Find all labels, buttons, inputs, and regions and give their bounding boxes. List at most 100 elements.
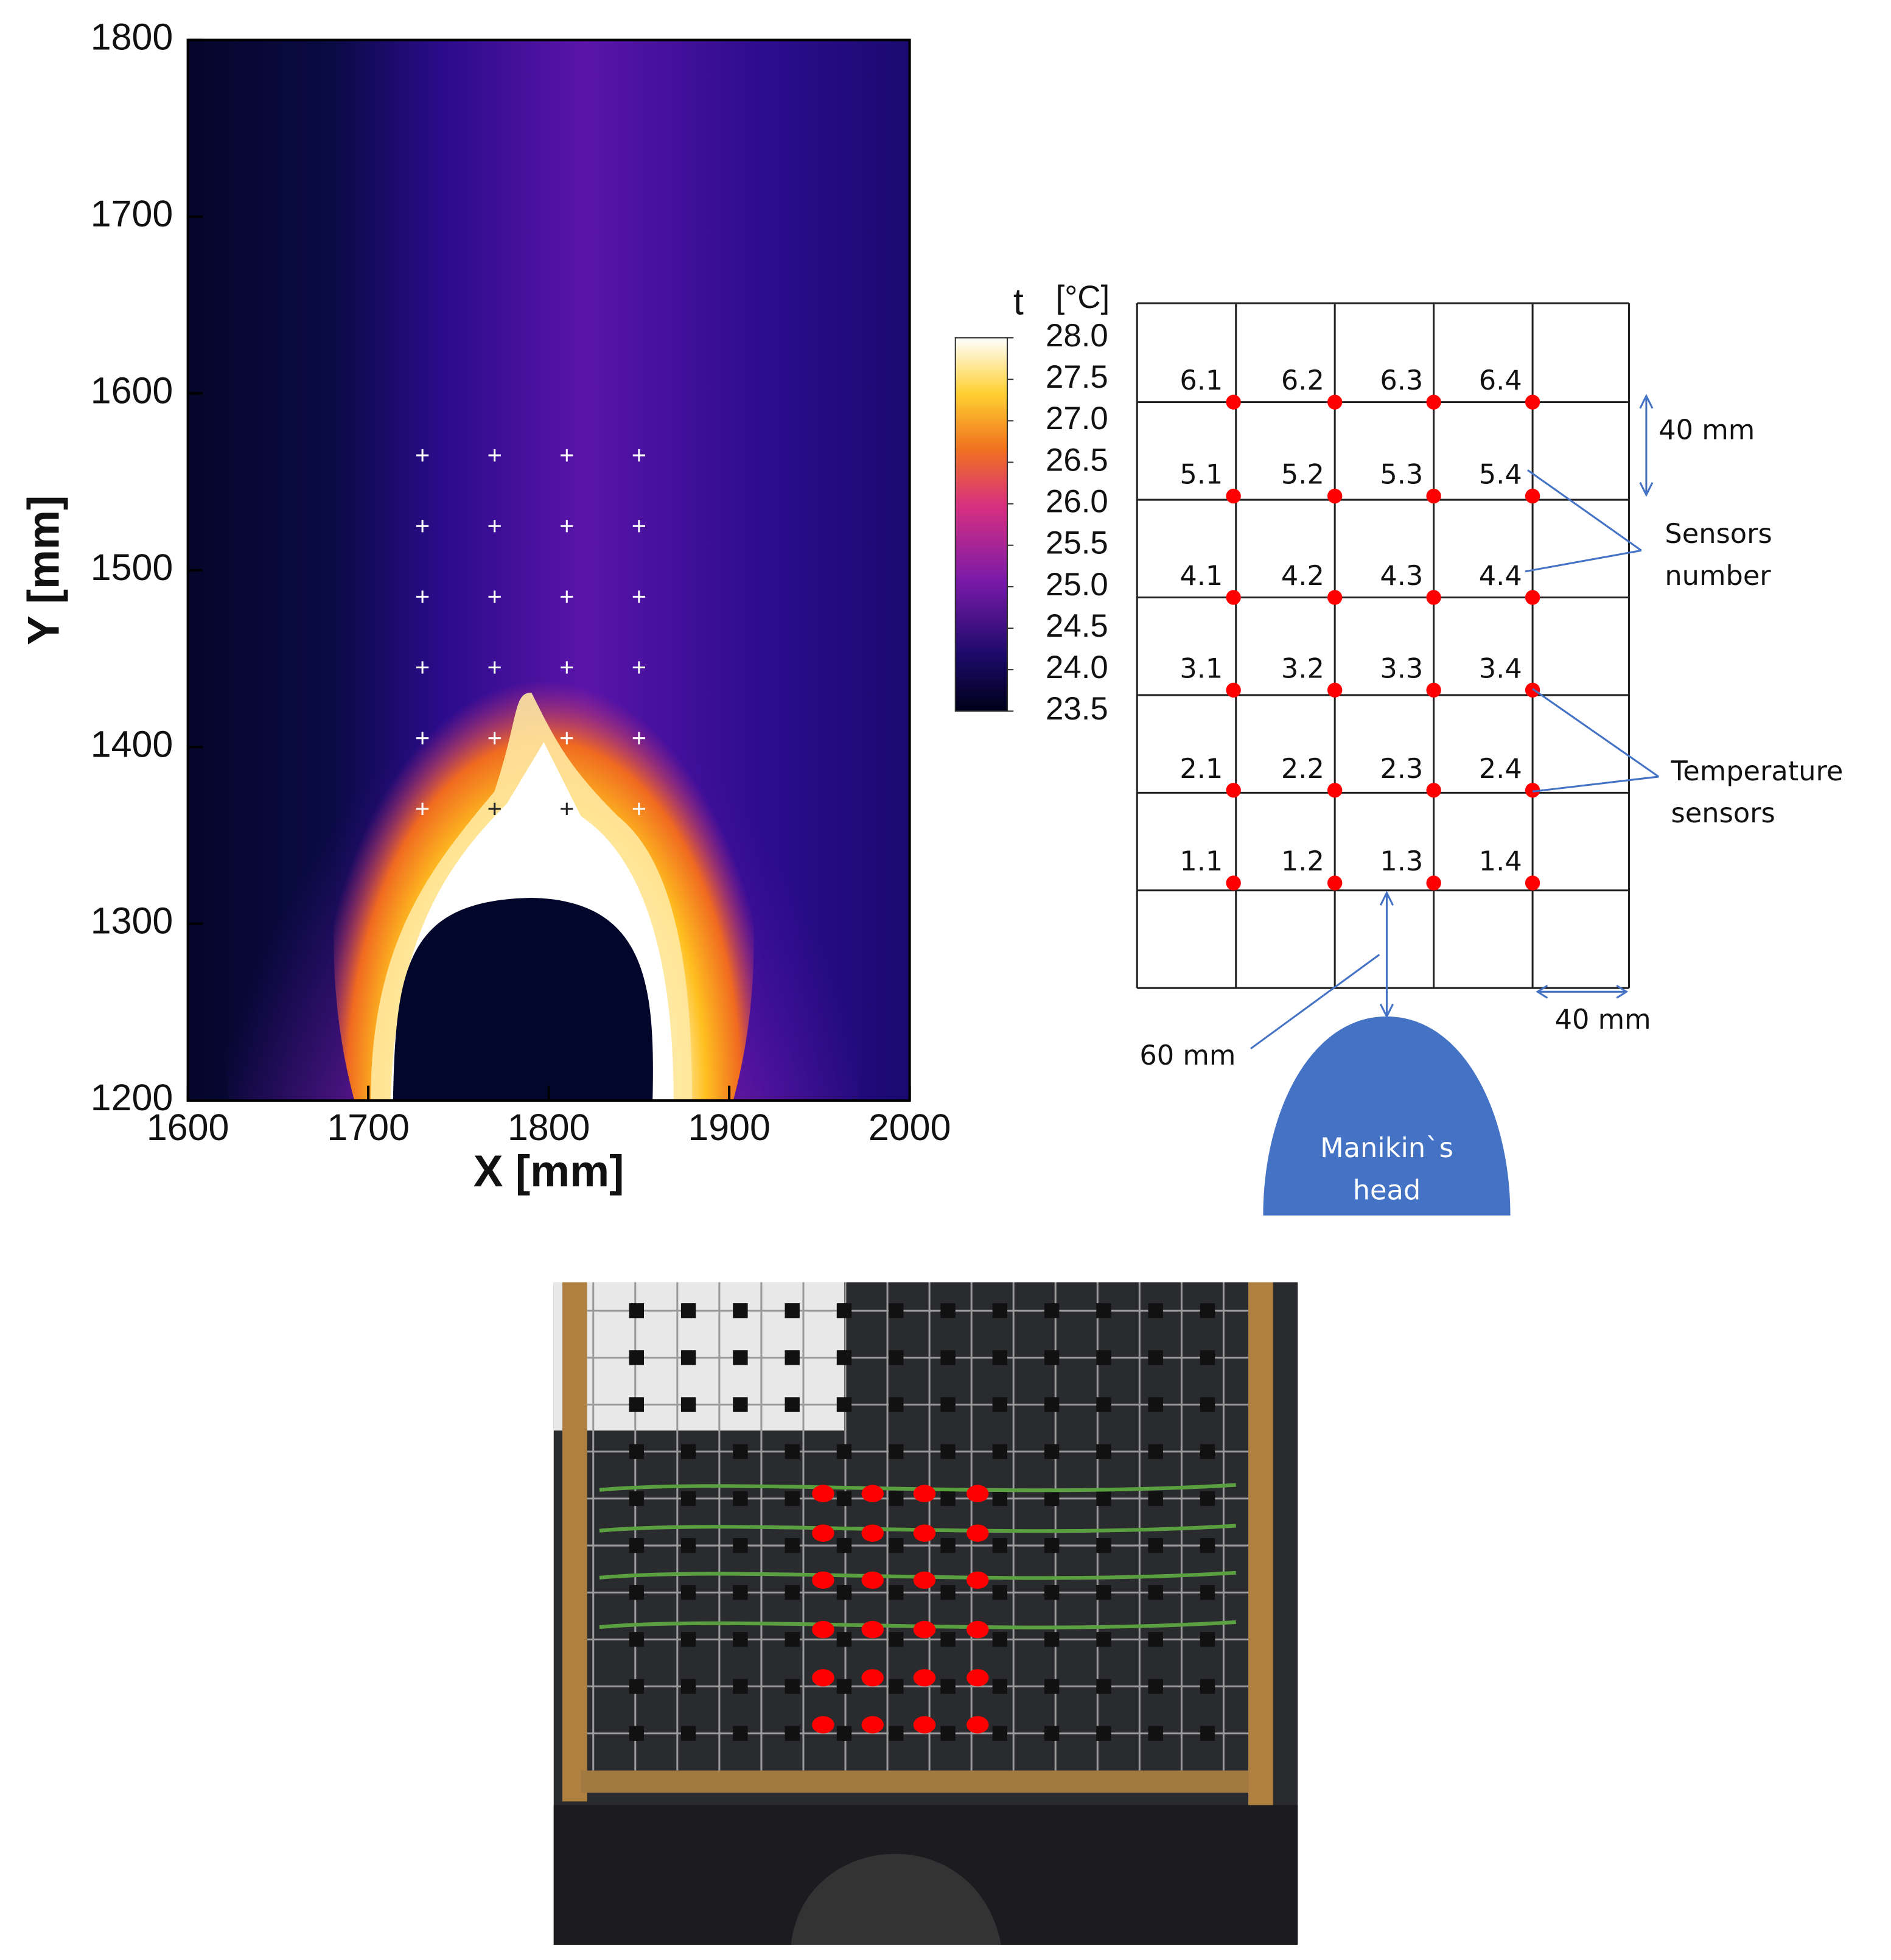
sensor-marker bbox=[488, 449, 501, 462]
photo-block bbox=[680, 1632, 696, 1647]
annotation: Temperature bbox=[1671, 755, 1844, 787]
photo-block bbox=[836, 1726, 852, 1741]
sensor-dot bbox=[1525, 875, 1540, 891]
photo-block bbox=[629, 1585, 645, 1600]
sensor-dot bbox=[1327, 783, 1343, 798]
photo-sensor bbox=[966, 1524, 989, 1542]
sensor-marker bbox=[488, 661, 501, 674]
photo-block bbox=[992, 1632, 1008, 1647]
sensor-dot bbox=[1426, 590, 1441, 605]
colorbar-tick-label: 28.0 bbox=[1046, 318, 1108, 354]
sensor-label: 5.1 bbox=[1180, 458, 1223, 490]
sensor-marker bbox=[488, 802, 501, 816]
sensor-marker bbox=[632, 661, 646, 674]
photo-sensor bbox=[812, 1571, 834, 1589]
sensor-dot bbox=[1426, 488, 1441, 504]
photo-block bbox=[1096, 1350, 1111, 1365]
photo-block bbox=[1044, 1679, 1060, 1694]
x-tick-label: 1800 bbox=[508, 1107, 590, 1148]
photo-block bbox=[1200, 1303, 1215, 1318]
photo-block bbox=[1148, 1444, 1163, 1459]
sensor-dot bbox=[1327, 394, 1343, 410]
photo-block bbox=[733, 1679, 748, 1694]
photo-block bbox=[1096, 1538, 1111, 1553]
annotation-arrow bbox=[1250, 954, 1380, 1049]
photo-sensor bbox=[913, 1524, 936, 1542]
photo-block bbox=[785, 1679, 800, 1694]
sensor-dot bbox=[1226, 488, 1241, 504]
sensor-marker bbox=[632, 520, 646, 533]
photo-block bbox=[733, 1444, 748, 1459]
photo-block bbox=[680, 1303, 696, 1318]
photo-block bbox=[733, 1585, 748, 1600]
photo-block bbox=[680, 1679, 696, 1694]
sensor-label: 1.4 bbox=[1479, 845, 1522, 877]
photo-sensor bbox=[861, 1620, 884, 1639]
photo-block bbox=[1148, 1726, 1163, 1741]
photo-block bbox=[629, 1679, 645, 1694]
photo-block bbox=[1044, 1585, 1060, 1600]
photo-block bbox=[1200, 1679, 1215, 1694]
sensor-label: 6.2 bbox=[1281, 365, 1324, 396]
sensor-dot bbox=[1426, 783, 1441, 798]
sensor-marker bbox=[488, 732, 501, 744]
photo-block bbox=[889, 1679, 904, 1694]
photo-block bbox=[889, 1726, 904, 1741]
photo-sensor bbox=[812, 1524, 834, 1542]
photo-block bbox=[1044, 1444, 1060, 1459]
sensor-marker bbox=[632, 449, 646, 462]
photo-block bbox=[1096, 1726, 1111, 1741]
photo-block bbox=[992, 1444, 1008, 1459]
photo-block bbox=[785, 1632, 800, 1647]
annotation-arrow bbox=[1532, 688, 1660, 793]
x-tick-label: 1700 bbox=[327, 1107, 410, 1148]
sensor-marker bbox=[416, 520, 429, 533]
photo-block bbox=[889, 1538, 904, 1553]
photo-sensor bbox=[913, 1669, 936, 1687]
photo-block bbox=[889, 1585, 904, 1600]
photo-block bbox=[1200, 1585, 1215, 1600]
photo-block bbox=[1096, 1444, 1111, 1459]
photo-block bbox=[1044, 1632, 1060, 1647]
photo-block bbox=[680, 1538, 696, 1553]
photo-block bbox=[629, 1444, 645, 1459]
photo-sensor bbox=[913, 1620, 936, 1639]
photo-block bbox=[1200, 1538, 1215, 1553]
photo-sensor bbox=[861, 1669, 884, 1687]
annotation-arrow bbox=[1639, 394, 1654, 497]
sensor-marker bbox=[632, 732, 646, 744]
photo-block bbox=[1148, 1397, 1163, 1412]
colorbar-tick-label: 26.0 bbox=[1046, 484, 1108, 520]
sensor-label: 1.3 bbox=[1380, 845, 1423, 877]
photo-block bbox=[1044, 1350, 1060, 1365]
photo-block bbox=[1200, 1726, 1215, 1741]
photo-block bbox=[992, 1491, 1008, 1507]
sensor-dot bbox=[1426, 394, 1441, 410]
colorbar-tick-label: 24.0 bbox=[1046, 649, 1108, 685]
head-label: Manikin`s bbox=[1320, 1132, 1453, 1164]
sensor-label: 1.1 bbox=[1180, 845, 1223, 877]
sensor-dot bbox=[1226, 590, 1241, 605]
photo-sensor bbox=[861, 1716, 884, 1734]
colorbar-tick-label: 24.5 bbox=[1046, 608, 1108, 644]
sensor-dot bbox=[1327, 682, 1343, 698]
photo-block bbox=[733, 1397, 748, 1412]
photo-block bbox=[889, 1632, 904, 1647]
photo bbox=[553, 1282, 1298, 1945]
sensor-dot bbox=[1525, 783, 1540, 798]
photo-block bbox=[733, 1303, 748, 1318]
photo-block bbox=[992, 1303, 1008, 1318]
photo-block bbox=[629, 1350, 645, 1365]
sensor-label: 3.4 bbox=[1479, 653, 1522, 684]
annotation: Sensors bbox=[1665, 518, 1772, 550]
photo-block bbox=[940, 1444, 956, 1459]
photo-block bbox=[940, 1726, 956, 1741]
photo-block bbox=[1148, 1632, 1163, 1647]
colorbar-tick-label: 27.5 bbox=[1046, 359, 1108, 395]
sensor-label: 2.2 bbox=[1281, 753, 1324, 785]
photo-block bbox=[992, 1538, 1008, 1553]
photo-block bbox=[992, 1350, 1008, 1365]
photo-block bbox=[992, 1679, 1008, 1694]
photo-block bbox=[889, 1350, 904, 1365]
